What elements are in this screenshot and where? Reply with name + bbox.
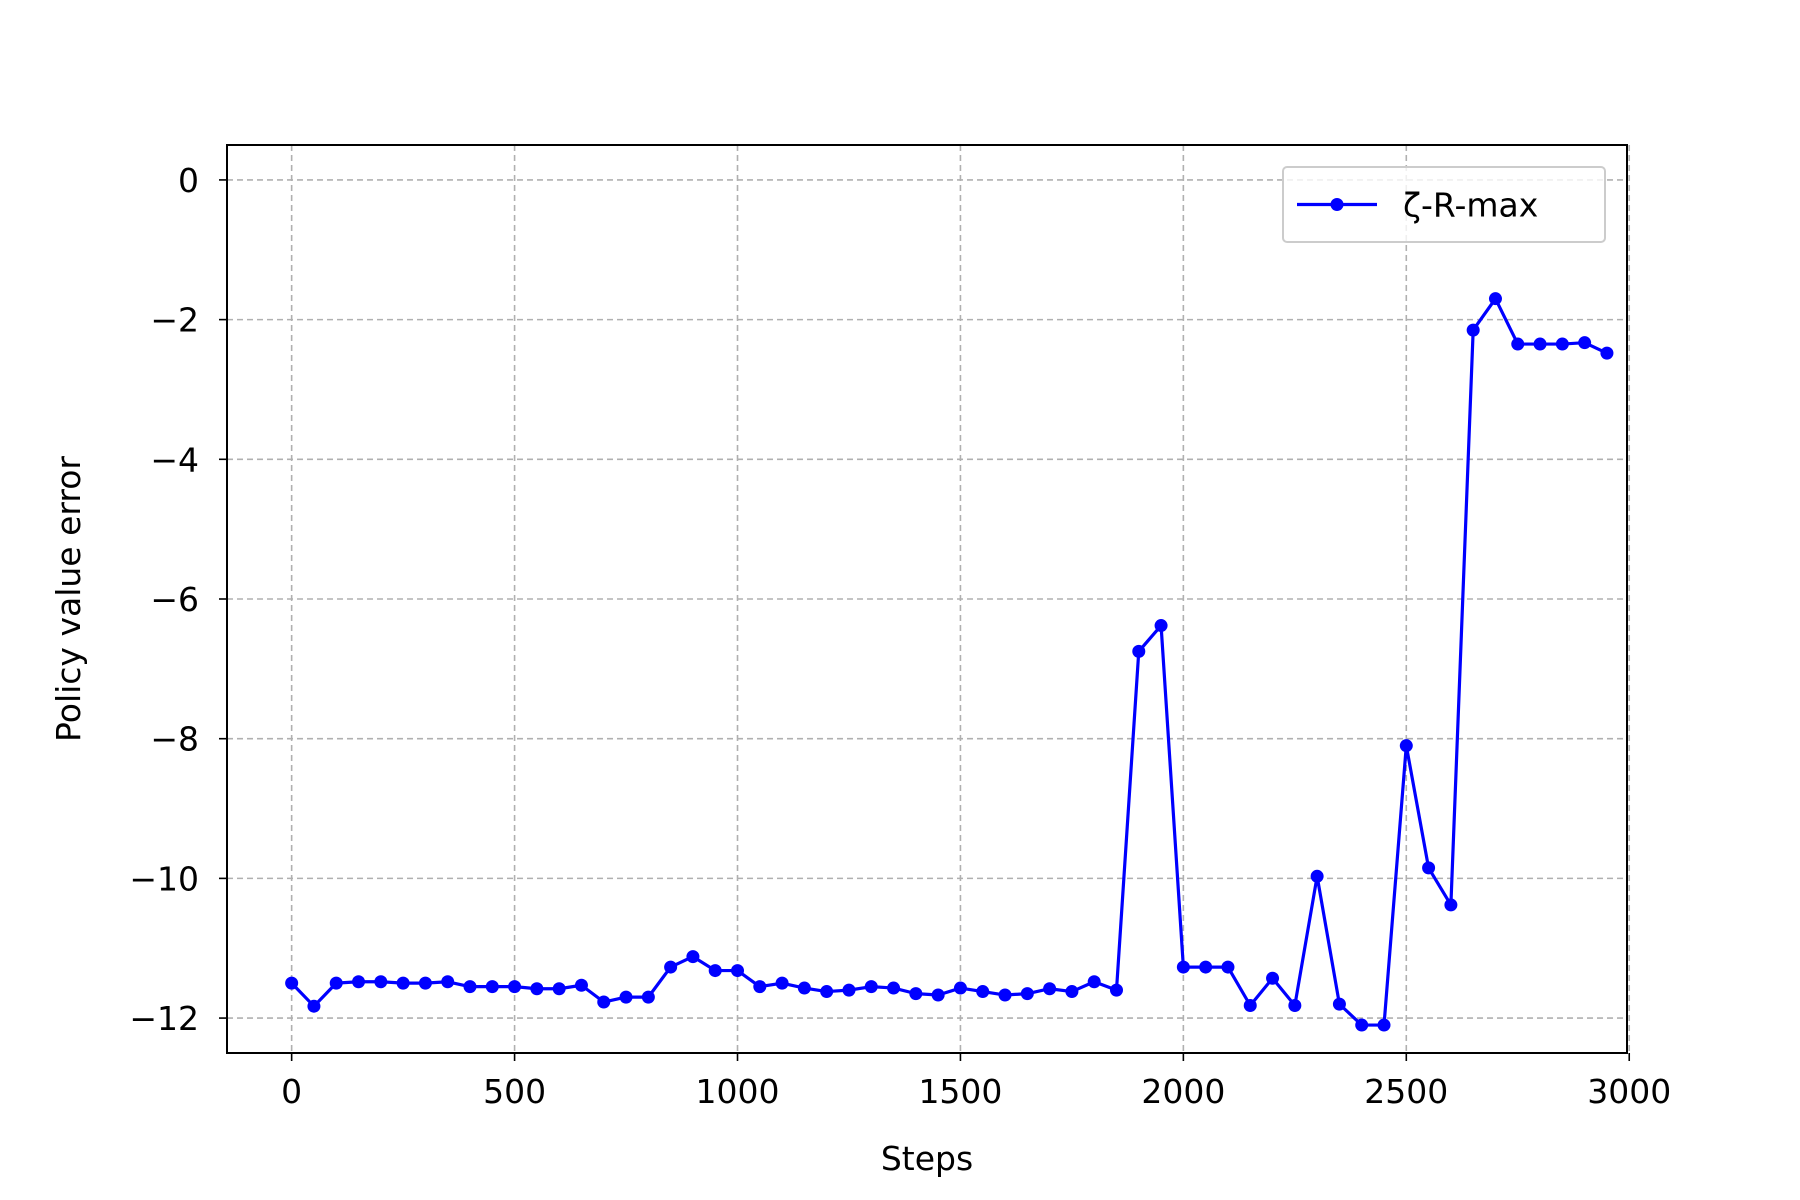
data-point <box>1310 869 1324 883</box>
data-point <box>731 964 745 978</box>
y-tick-label: −6 <box>150 580 199 619</box>
data-point <box>1466 323 1480 337</box>
data-point <box>1065 985 1079 999</box>
x-tick-label: 2000 <box>1141 1072 1225 1111</box>
data-point <box>1132 644 1146 658</box>
grid <box>227 145 1631 1053</box>
legend-box <box>1282 166 1606 243</box>
y-tick-label: −2 <box>150 301 199 340</box>
data-point <box>775 976 789 990</box>
data-point <box>396 976 410 990</box>
data-point <box>1176 960 1190 974</box>
data-point <box>485 980 499 994</box>
x-tick-label: 2500 <box>1364 1072 1448 1111</box>
data-point <box>1243 999 1257 1013</box>
data-point <box>463 980 477 994</box>
data-point <box>1422 861 1436 875</box>
y-tick-label: −12 <box>129 999 199 1038</box>
data-point <box>1020 987 1034 1001</box>
data-point <box>285 976 299 990</box>
data-point <box>1355 1018 1369 1032</box>
y-tick-label: −4 <box>150 440 199 479</box>
data-point <box>1488 292 1502 306</box>
data-point <box>1266 971 1280 985</box>
x-tick-label: 1000 <box>696 1072 780 1111</box>
data-point <box>998 988 1012 1002</box>
data-point <box>352 975 366 989</box>
data-point <box>597 995 611 1009</box>
data-point <box>1511 337 1525 351</box>
data-point <box>1154 619 1168 633</box>
data-point <box>708 964 722 978</box>
series-layer <box>285 292 1614 1032</box>
legend: ζ-R-max <box>1282 166 1606 243</box>
data-point <box>931 988 945 1002</box>
data-point <box>1399 739 1413 753</box>
data-point <box>753 980 767 994</box>
data-point <box>909 987 923 1001</box>
data-point <box>686 950 700 964</box>
data-point <box>441 975 455 989</box>
axis-ticks: 0 500 1000 1500 2000 2500 3000 0 −2 −4 −6 −8 −10 −12 <box>129 161 1671 1111</box>
data-point <box>1332 997 1346 1011</box>
data-point <box>1377 1018 1391 1032</box>
data-point <box>953 981 967 995</box>
data-point <box>574 978 588 992</box>
data-point <box>1444 898 1458 912</box>
data-point <box>664 960 678 974</box>
data-point <box>1288 999 1302 1013</box>
y-tick-label: −10 <box>129 859 199 898</box>
x-tick-label: 1500 <box>918 1072 1002 1111</box>
data-point <box>619 990 633 1004</box>
data-point <box>1043 982 1057 996</box>
data-point <box>1109 983 1123 997</box>
data-point <box>1199 960 1213 974</box>
x-tick-label: 0 <box>281 1072 302 1111</box>
data-point <box>374 975 388 989</box>
data-point <box>641 990 655 1004</box>
data-point <box>329 976 343 990</box>
data-point <box>552 982 566 996</box>
data-point <box>1533 337 1547 351</box>
data-point <box>797 981 811 995</box>
legend-marker-sample <box>1330 198 1344 211</box>
data-point <box>307 999 321 1013</box>
data-point <box>1555 337 1569 351</box>
x-tick-label: 3000 <box>1587 1072 1671 1111</box>
x-tick-label: 500 <box>483 1072 546 1111</box>
x-axis-label: Steps <box>881 1139 973 1178</box>
data-point <box>820 985 834 999</box>
data-point <box>1600 346 1614 360</box>
data-point <box>1578 336 1592 350</box>
data-point <box>1087 975 1101 989</box>
data-point <box>842 983 856 997</box>
data-point <box>1221 960 1235 974</box>
data-point <box>976 985 990 999</box>
legend-entry-label: ζ-R-max <box>1403 186 1538 225</box>
data-point <box>887 981 901 995</box>
y-tick-label: −8 <box>150 720 199 759</box>
data-point <box>418 976 432 990</box>
data-point <box>864 980 878 994</box>
y-axis-label: Policy value error <box>49 456 88 742</box>
data-point <box>530 982 544 996</box>
y-tick-label: 0 <box>178 161 199 200</box>
data-point <box>508 980 522 994</box>
